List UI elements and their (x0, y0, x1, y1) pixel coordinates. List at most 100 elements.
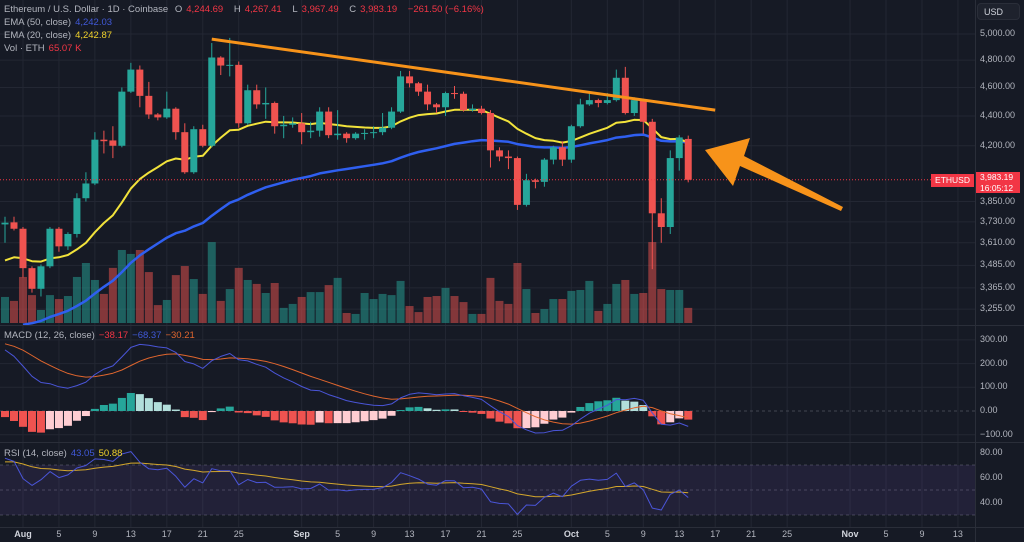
macd-histogram-bar (378, 411, 387, 419)
price-label: 4,400.00 (980, 109, 1016, 120)
candle-body (433, 104, 441, 108)
macd-histogram-bar (18, 411, 27, 427)
trendline-drawing[interactable] (211, 37, 716, 112)
volume-bar (117, 249, 126, 323)
candle-body (504, 156, 512, 159)
volume-bar (90, 279, 99, 323)
price-label: 4,600.00 (980, 81, 1016, 92)
rsi-value: 43.05 (70, 448, 95, 459)
candle-body (154, 114, 162, 118)
volume-bar (378, 293, 387, 323)
rsi-band (0, 465, 975, 515)
volume-bar (81, 263, 90, 323)
candle-body (334, 133, 342, 136)
macd-histogram-bar (387, 411, 396, 416)
volume-bar (261, 293, 270, 323)
macd-histogram-bar (63, 411, 72, 426)
macd-hist-value: −38.17 (98, 330, 129, 341)
candle-body (585, 100, 593, 105)
time-label: 5 (883, 529, 889, 539)
candle-body (657, 213, 665, 228)
macd-histogram-bar (225, 406, 234, 411)
candle-body (136, 69, 144, 96)
volume-bar (270, 283, 279, 323)
rsi-ma-line (5, 461, 689, 498)
macd-histogram-bar (684, 411, 693, 420)
candle-body (109, 140, 117, 146)
volume-bar (18, 276, 27, 323)
macd-histogram-bar (621, 400, 630, 411)
macd-histogram-bar (459, 411, 468, 412)
volume-bar (414, 312, 423, 323)
time-label: 25 (512, 529, 523, 539)
candle-body (244, 90, 252, 124)
candle-body (82, 183, 90, 199)
low-label: L (292, 4, 298, 15)
time-label: 17 (440, 529, 451, 539)
candlesticks[interactable] (1, 37, 692, 297)
volume-bar (36, 309, 45, 323)
volume-bar (477, 313, 486, 323)
ema20-label: EMA (20, close) (4, 30, 72, 41)
last-price: 3,983.19 (980, 172, 1014, 182)
macd-histogram-bar (333, 411, 342, 424)
price-label: 3,610.00 (980, 236, 1016, 247)
candle-body (468, 108, 476, 111)
rsi-legend[interactable]: RSI (14, close) 43.05 50.88 (4, 447, 126, 460)
macd-histogram-bar (396, 410, 405, 412)
candle-body (540, 159, 548, 182)
symbol-title[interactable]: Ethereum / U.S. Dollar · 1D · Coinbase (4, 4, 169, 15)
macd-histogram-bar (558, 411, 567, 418)
volume-bar (585, 280, 594, 323)
volume-bar (675, 289, 684, 323)
candle-body (262, 102, 270, 105)
volume-bar (306, 292, 315, 323)
volume-bar (342, 313, 351, 323)
time-label: Oct (563, 529, 579, 539)
time-label: 9 (92, 529, 98, 539)
macd-histogram-bar (504, 411, 513, 424)
candle-body (379, 127, 387, 133)
candle-body (316, 111, 324, 131)
macd-histogram-bar (189, 411, 198, 418)
volume-bar (459, 302, 468, 323)
ema50-label: EMA (50, close) (4, 17, 72, 28)
low-value: 3,967.49 (301, 4, 339, 15)
macd-histogram-bar (162, 404, 171, 411)
volume-bar (603, 303, 612, 323)
macd-histogram-bar (252, 411, 261, 416)
ema20-legend[interactable]: EMA (20, close) 4,242.87 (4, 29, 116, 42)
ema50-legend[interactable]: EMA (50, close) 4,242.03 (4, 16, 116, 29)
ema20-value: 4,242.87 (75, 30, 113, 41)
macd-histogram-bar (234, 411, 243, 413)
volume-legend[interactable]: Vol · ETH 65.07 K (4, 42, 85, 55)
volume-bar (297, 296, 306, 323)
macd-histogram-bar (117, 397, 126, 411)
macd-histogram-bar (45, 411, 54, 430)
time-label: 13 (952, 529, 963, 539)
candle-body (325, 111, 333, 136)
macd-histogram-bar (351, 411, 360, 423)
time-label: 9 (371, 529, 377, 539)
price-label: 3,485.00 (980, 259, 1016, 270)
macd-histogram-bar (477, 411, 486, 414)
macd-histogram-bar (594, 401, 603, 411)
macd-legend[interactable]: MACD (12, 26, close) −38.17 −68.37 −30.21 (4, 329, 199, 342)
macd-histogram-bar (81, 411, 90, 417)
volume-bar (540, 309, 549, 323)
arrow-drawing[interactable] (705, 138, 843, 211)
macd-line-value: −68.37 (132, 330, 162, 341)
candle-body (442, 93, 450, 108)
macd-histogram-bar (522, 411, 531, 429)
volume-bar (531, 313, 540, 323)
currency-button[interactable]: USD (977, 3, 1020, 20)
candle-body (19, 228, 27, 269)
volume-bar (252, 283, 261, 323)
candle-body (253, 90, 261, 105)
volume-bar (207, 242, 216, 323)
macd-histogram-bar (297, 411, 306, 425)
macd-histogram-bar (639, 405, 648, 411)
volume-bar (396, 280, 405, 323)
